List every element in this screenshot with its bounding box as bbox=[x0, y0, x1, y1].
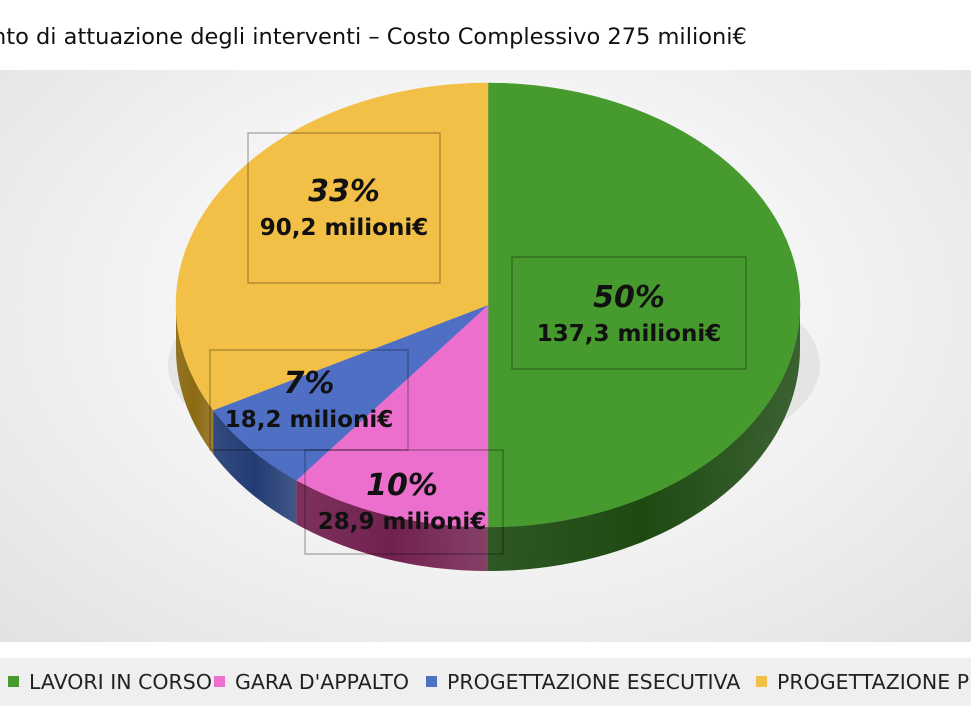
legend-item-progettazione-esecutiva: PROGETTAZIONE ESECUTIVA bbox=[426, 670, 740, 694]
slice-side-progettazione-esecutiva bbox=[213, 410, 297, 525]
legend-item-progettazione-pf: PROGETTAZIONE PF bbox=[756, 670, 971, 694]
slice-progettazione-pf bbox=[175, 82, 489, 411]
legend-item-lavori-in-corso: LAVORI IN CORSO bbox=[8, 670, 212, 694]
chart-legend: LAVORI IN CORSO GARA D'APPALTO PROGETTAZ… bbox=[0, 658, 971, 706]
pie-chart bbox=[168, 82, 820, 571]
slice-label-progettazione-esecutiva: 7% 18,2 milioni€ bbox=[189, 364, 429, 436]
chart-title: nto di attuazione degli interventi – Cos… bbox=[0, 24, 747, 50]
legend-label-progettazione-pf: PROGETTAZIONE PF bbox=[777, 670, 971, 694]
slice-side-gara-d-appalto bbox=[296, 480, 488, 571]
slice-gara-d-appalto bbox=[295, 304, 489, 528]
legend-swatch-progettazione-esecutiva bbox=[426, 676, 437, 687]
slice-label-gara-d-appalto: 10% 28,9 milioni€ bbox=[282, 466, 522, 538]
legend-swatch-lavori-in-corso bbox=[8, 676, 19, 687]
slice-percent-lavori-in-corso: 50% bbox=[593, 280, 665, 315]
slice-value-progettazione-pf: 90,2 milioni€ bbox=[259, 215, 429, 241]
legend-label-progettazione-esecutiva: PROGETTAZIONE ESECUTIVA bbox=[447, 670, 741, 694]
legend-label-gara-d-appalto: GARA D'APPALTO bbox=[235, 670, 409, 694]
legend-swatch-progettazione-pf bbox=[756, 676, 767, 687]
slice-label-frame-progettazione-esecutiva bbox=[209, 349, 409, 451]
slice-value-progettazione-esecutiva: 18,2 milioni€ bbox=[224, 407, 394, 433]
legend-label-lavori-in-corso: LAVORI IN CORSO bbox=[29, 670, 212, 694]
plot-area: 50% 137,3 milioni€ 10% 28,9 milioni€ 7% … bbox=[0, 70, 971, 642]
slice-label-frame-progettazione-pf bbox=[247, 132, 441, 284]
slice-percent-progettazione-pf: 33% bbox=[308, 174, 380, 209]
slice-label-frame-lavori-in-corso bbox=[511, 256, 747, 370]
slice-percent-gara-d-appalto: 10% bbox=[366, 468, 438, 503]
legend-item-gara-d-appalto: GARA D'APPALTO bbox=[214, 670, 409, 694]
slice-value-gara-d-appalto: 28,9 milioni€ bbox=[317, 509, 487, 535]
slice-progettazione-esecutiva bbox=[212, 304, 489, 481]
slice-label-frame-gara-d-appalto bbox=[304, 449, 504, 555]
legend-swatch-gara-d-appalto bbox=[214, 676, 225, 687]
slice-percent-progettazione-esecutiva: 7% bbox=[283, 366, 335, 401]
slice-label-lavori-in-corso: 50% 137,3 milioni€ bbox=[509, 278, 749, 350]
slice-value-lavori-in-corso: 137,3 milioni€ bbox=[536, 321, 722, 347]
slice-lavori-in-corso bbox=[487, 82, 801, 528]
slice-label-progettazione-pf: 33% 90,2 milioni€ bbox=[224, 172, 464, 244]
slice-side-progettazione-pf bbox=[176, 305, 214, 455]
slice-side-lavori-in-corso bbox=[488, 305, 800, 571]
